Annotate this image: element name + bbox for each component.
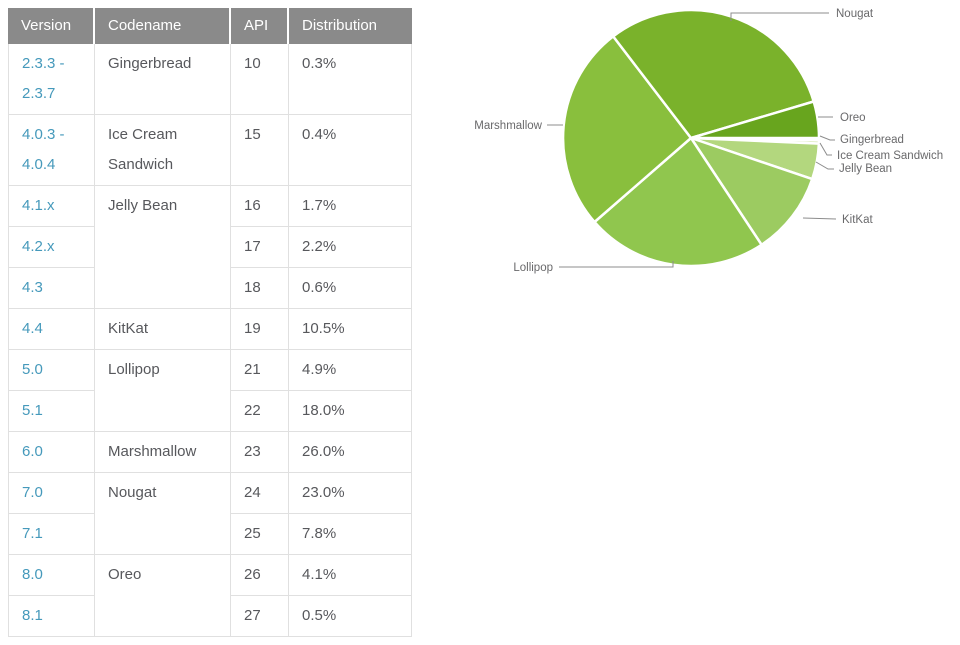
distribution-cell: 18.0% (289, 391, 412, 432)
distribution-cell: 0.3% (289, 44, 412, 115)
version-cell[interactable]: 4.2.x (8, 227, 95, 268)
version-cell[interactable]: 4.0.3 - 4.0.4 (8, 115, 95, 186)
column-header-api: API (231, 8, 289, 44)
codename-cell: Jelly Bean (95, 186, 231, 309)
distribution-cell: 7.8% (289, 514, 412, 555)
api-cell: 23 (231, 432, 289, 473)
distribution-cell: 0.6% (289, 268, 412, 309)
api-cell: 21 (231, 350, 289, 391)
column-header-codename: Codename (95, 8, 231, 44)
version-cell[interactable]: 8.0 (8, 555, 95, 596)
api-cell: 22 (231, 391, 289, 432)
distribution-cell: 26.0% (289, 432, 412, 473)
codename-cell: Lollipop (95, 350, 231, 432)
distribution-cell: 1.7% (289, 186, 412, 227)
api-cell: 16 (231, 186, 289, 227)
version-cell[interactable]: 7.1 (8, 514, 95, 555)
table-row: 4.0.3 - 4.0.4 Ice Cream Sandwich 15 0.4% (8, 115, 412, 186)
codename-cell: Nougat (95, 473, 231, 555)
table-row: 6.0 Marshmallow 23 26.0% (8, 432, 412, 473)
api-cell: 24 (231, 473, 289, 514)
distribution-cell: 4.9% (289, 350, 412, 391)
api-cell: 17 (231, 227, 289, 268)
table-row: 5.1 22 18.0% (8, 391, 412, 432)
pie-slice-marshmallow[interactable] (561, 35, 693, 224)
table-row: 2.3.3 - 2.3.7 Gingerbread 10 0.3% (8, 44, 412, 115)
version-cell[interactable]: 5.0 (8, 350, 95, 391)
table-row: 4.3 18 0.6% (8, 268, 412, 309)
table-row: 4.1.x Jelly Bean 16 1.7% (8, 186, 412, 309)
pie-callout-line-kitkat (802, 217, 837, 220)
distribution-cell: 0.4% (289, 115, 412, 186)
column-header-distribution: Distribution (289, 8, 412, 44)
version-cell[interactable]: 7.0 (8, 473, 95, 514)
table-row: 8.1 27 0.5% (8, 596, 412, 637)
pie-label-jelly-bean: Jelly Bean (839, 163, 892, 175)
version-cell[interactable]: 8.1 (8, 596, 95, 637)
api-cell: 10 (231, 44, 289, 115)
pie-callout-line-lollipop (559, 261, 674, 268)
pie-label-ice-cream-sandwich: Ice Cream Sandwich (837, 150, 943, 162)
version-cell[interactable]: 4.3 (8, 268, 95, 309)
version-cell[interactable]: 5.1 (8, 391, 95, 432)
distribution-pie-chart: Gingerbread Ice Cream Sandwich Jelly Bean K… (430, 0, 960, 300)
codename-cell: Gingerbread (95, 44, 231, 115)
distribution-cell: 10.5% (289, 309, 412, 350)
table-body: 2.3.3 - 2.3.7 Gingerbread 10 0.3% 4.0.3 - 4.… (8, 44, 412, 637)
codename-cell: Oreo (95, 555, 231, 637)
distribution-cell: 2.2% (289, 227, 412, 268)
table-row: 5.0 Lollipop 21 4.9% (8, 350, 412, 432)
codename-cell: KitKat (95, 309, 231, 350)
distribution-cell: 4.1% (289, 555, 412, 596)
api-cell: 27 (231, 596, 289, 637)
pie-callout-line-jelly-bean (815, 161, 834, 170)
pie-callout-line-nougat (730, 12, 829, 21)
table-header: Version Codename API Distribution (8, 8, 412, 44)
table-row: 8.0 Oreo 26 4.1% (8, 555, 412, 637)
pie-label-gingerbread: Gingerbread (840, 134, 904, 146)
version-cell[interactable]: 4.1.x (8, 186, 95, 227)
version-cell[interactable]: 4.4 (8, 309, 95, 350)
pie-label-lollipop: Lollipop (513, 262, 553, 274)
pie-callout-line-ice-cream-sandwich (819, 142, 832, 156)
api-cell: 25 (231, 514, 289, 555)
api-cell: 26 (231, 555, 289, 596)
table-row: 7.0 Nougat 24 23.0% (8, 473, 412, 555)
pie-label-marshmallow: Marshmallow (474, 120, 542, 132)
pie-callout-line-gingerbread (819, 135, 835, 141)
pie-label-nougat: Nougat (836, 8, 874, 20)
codename-cell: Marshmallow (95, 432, 231, 473)
pie-slice-lollipop[interactable] (593, 136, 763, 268)
pie-label-oreo: Oreo (840, 112, 866, 124)
api-cell: 15 (231, 115, 289, 186)
pie-slice-kitkat[interactable] (689, 136, 814, 247)
api-cell: 19 (231, 309, 289, 350)
pie-label-kitkat: KitKat (842, 214, 873, 226)
distribution-cell: 0.5% (289, 596, 412, 637)
distribution-cell: 23.0% (289, 473, 412, 514)
pie-slice-oreo[interactable] (689, 100, 821, 140)
table-row: 4.4 KitKat 19 10.5% (8, 309, 412, 350)
version-cell[interactable]: 2.3.3 - 2.3.7 (8, 44, 95, 115)
table-header-row: Version Codename API Distribution (8, 8, 412, 44)
table-row: 4.2.x 17 2.2% (8, 227, 412, 268)
version-cell[interactable]: 6.0 (8, 432, 95, 473)
codename-cell: Ice Cream Sandwich (95, 115, 231, 186)
android-version-table: Version Codename API Distribution 2.3.3 - 2… (8, 8, 412, 637)
table-row: 7.1 25 7.8% (8, 514, 412, 555)
column-header-version: Version (8, 8, 95, 44)
api-cell: 18 (231, 268, 289, 309)
